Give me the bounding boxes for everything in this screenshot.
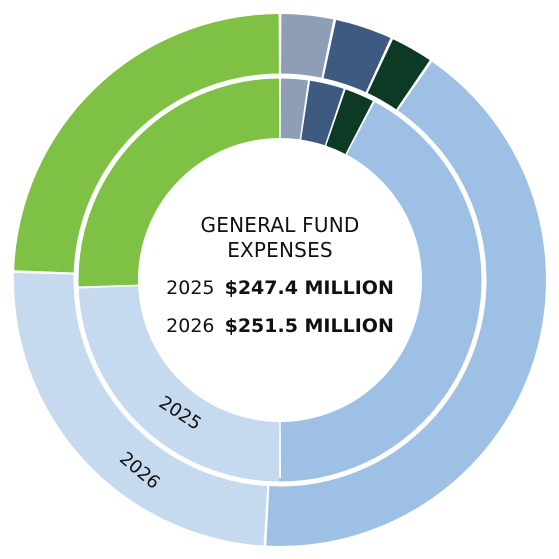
donut-rings (13, 14, 547, 547)
segment-2025-C (326, 89, 374, 154)
total-2025-year: 2025 (166, 277, 214, 299)
segment-2025-A (280, 78, 309, 140)
segment-2026-B (323, 19, 391, 93)
segment-2025-E (78, 286, 280, 482)
ring-separator (73, 73, 487, 487)
total-2026-amount: $251.5 MILLION (225, 315, 394, 337)
segment-2026-D (266, 61, 547, 547)
total-2026-year: 2026 (166, 315, 214, 337)
total-2025-amount: $247.4 MILLION (225, 277, 394, 299)
segment-2026-F (14, 14, 279, 273)
segment-2026-E (13, 273, 268, 546)
segment-2025-F (78, 78, 280, 287)
center-label-group: GENERAL FUND EXPENSES 2025 $247.4 MILLIO… (166, 213, 394, 337)
chart-title-line-2: EXPENSES (227, 238, 333, 262)
total-2025-row: 2025 $247.4 MILLION (166, 277, 394, 299)
segment-2025-D (280, 101, 483, 483)
chart-title-line-1: GENERAL FUND (201, 213, 360, 237)
segment-2026-A (281, 14, 334, 79)
total-2026-row: 2026 $251.5 MILLION (166, 315, 394, 337)
segment-2026-C (367, 39, 430, 110)
segment-2025-B (301, 80, 344, 146)
